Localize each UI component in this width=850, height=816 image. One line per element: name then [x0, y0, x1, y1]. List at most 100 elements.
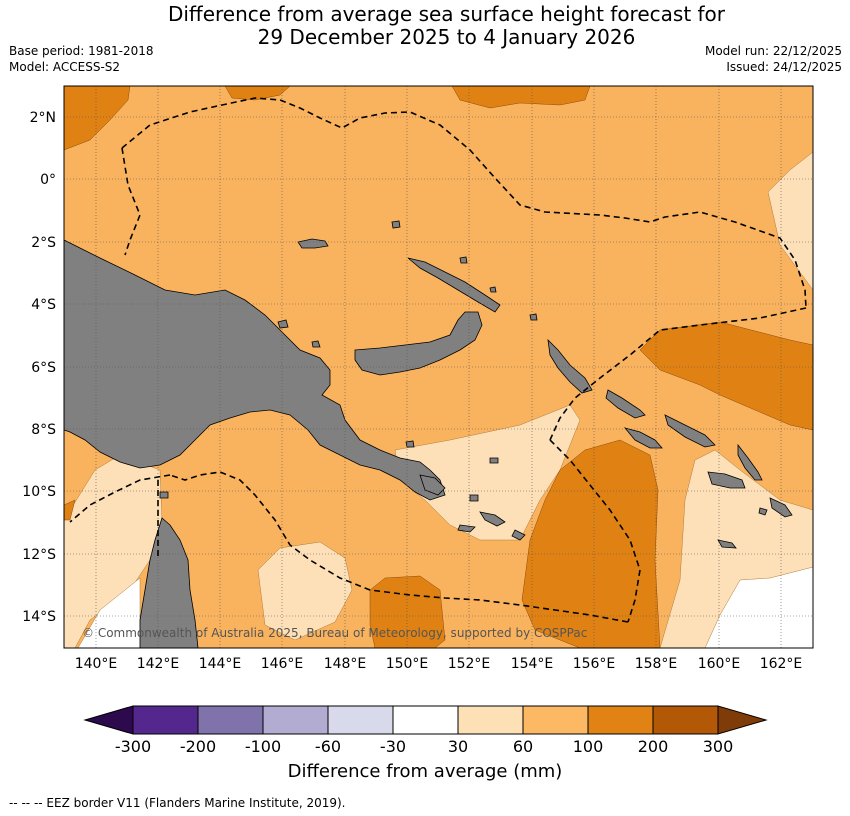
band-100-200-west-strip — [64, 499, 76, 521]
lat-label-2n: 2°N — [30, 110, 56, 126]
lat-label-6s: 6°S — [31, 360, 56, 376]
islet-lihir — [459, 256, 468, 264]
cb-tick-neg300: -300 — [115, 737, 151, 756]
islet-ontong-java — [758, 507, 768, 516]
lat-label-14s: 14°S — [22, 609, 56, 625]
lat-label-2s: 2°S — [31, 235, 56, 251]
band-100-200-north-central — [451, 86, 591, 109]
islet-woodlark — [489, 457, 499, 464]
colorbar-arrow-low — [83, 705, 134, 735]
lon-label-160e: 160°E — [698, 656, 741, 672]
eez-png-solomon — [549, 439, 641, 623]
colorbar-segment-neg60-neg30 — [327, 705, 394, 735]
cb-tick-300: 300 — [703, 737, 734, 756]
model-name: Model: ACCESS-S2 — [9, 60, 121, 74]
new-ireland-island — [407, 257, 501, 313]
colorbar-segment-100-200 — [587, 705, 654, 735]
band-neutral-sw — [77, 577, 141, 648]
base-period: Base period: 1981-2018 — [9, 44, 154, 58]
d-entrecasteaux-islands — [419, 474, 446, 496]
lon-label-162e: 162°E — [760, 656, 803, 672]
lat-label-4s: 4°S — [31, 297, 56, 313]
colorbar-segment-30-60 — [457, 705, 524, 735]
islet-karkar — [277, 319, 289, 329]
lon-label-152e: 152°E — [448, 656, 491, 672]
colorbar-arrow-high — [717, 705, 768, 735]
malaita-island — [737, 443, 763, 481]
eez-png-west — [121, 147, 141, 256]
band-100-200-nw — [64, 86, 131, 151]
lon-axis-labels: 140°E 142°E 144°E 146°E 148°E 150°E 152°… — [75, 656, 803, 672]
colorbar-title: Difference from average (mm) — [287, 761, 563, 782]
eez-footnote: -- -- -- EEZ border V11 (Flanders Marine… — [9, 796, 346, 810]
cb-tick-neg30: -30 — [380, 737, 406, 756]
lon-label-144e: 144°E — [199, 656, 242, 672]
islet-goodenough — [469, 494, 479, 502]
eez-solomon-north — [549, 307, 807, 441]
cb-tick-neg60: -60 — [315, 737, 341, 756]
lon-label-148e: 148°E — [324, 656, 367, 672]
lon-label-156e: 156°E — [573, 656, 616, 672]
cape-york-peninsula — [139, 517, 199, 648]
cb-tick-30: 30 — [448, 737, 468, 756]
title-line-2: 29 December 2025 to 4 January 2026 — [257, 25, 636, 49]
lat-label-12s: 12°S — [22, 547, 56, 563]
cb-tick-neg200: -200 — [180, 737, 216, 756]
band-30-60-coral-sea — [257, 541, 353, 641]
makira-island — [769, 497, 793, 518]
new-georgia-island — [623, 427, 663, 449]
band-neutral-se — [704, 566, 813, 648]
colorbar-segment-neg30-30 — [392, 705, 459, 735]
meta-left: Base period: 1981-2018 Model: ACCESS-S2 — [9, 43, 154, 75]
choiseul-island — [605, 389, 646, 419]
map-frame — [63, 85, 814, 649]
colorbar-segment-60-100 — [522, 705, 589, 735]
santa-isabel-island — [664, 414, 716, 448]
islet-nissan — [529, 313, 538, 321]
colorbar: -300 -200 -100 -60 -30 30 60 100 200 300 — [83, 705, 768, 756]
model-run: Model run: 22/12/2025 — [704, 44, 842, 58]
eez-png-north — [121, 97, 807, 309]
islet-torres — [159, 491, 169, 499]
issued-date: Issued: 24/12/2025 — [726, 60, 842, 74]
band-30-60-northeast — [767, 151, 813, 291]
eez-torres — [69, 474, 171, 523]
islet-long — [311, 340, 321, 348]
new-britain-island — [354, 311, 483, 376]
map-area: © Commonwealth of Australia 2025, Bureau… — [64, 86, 813, 648]
bougainville-island — [547, 338, 593, 394]
colorbar-segment-neg200-neg100 — [197, 705, 264, 735]
band-30-60-png-east — [394, 404, 581, 541]
lon-label-150e: 150°E — [386, 656, 429, 672]
cb-tick-60: 60 — [513, 737, 533, 756]
lon-label-158e: 158°E — [635, 656, 678, 672]
tagula-island — [457, 524, 476, 533]
cb-tick-neg100: -100 — [245, 737, 281, 756]
chart-title: Difference from average sea surface heig… — [0, 3, 850, 49]
band-100-200-solomon — [639, 321, 813, 431]
colorbar-segment-200-300 — [652, 705, 719, 735]
guadalcanal-island — [707, 471, 746, 489]
eez-south — [169, 471, 629, 623]
colorbar-segment-neg100-neg60 — [262, 705, 329, 735]
cb-tick-200: 200 — [638, 737, 669, 756]
islet-trobriand — [405, 440, 415, 448]
colorbar-segment-neg300-neg200 — [132, 705, 199, 735]
rossel-island — [511, 529, 526, 541]
band-100-200-south — [369, 575, 446, 648]
band-100-200-north — [224, 86, 291, 101]
manus-island — [297, 238, 329, 249]
new-guinea-island — [64, 239, 446, 501]
lon-label-140e: 140°E — [75, 656, 118, 672]
lon-label-142e: 142°E — [137, 656, 180, 672]
copyright-notice: © Commonwealth of Australia 2025, Bureau… — [82, 626, 587, 640]
cb-tick-100: 100 — [573, 737, 604, 756]
colorbar-tick-labels: -300 -200 -100 -60 -30 30 60 100 200 300 — [115, 737, 733, 756]
islet-mussau — [391, 220, 401, 229]
lon-label-146e: 146°E — [261, 656, 304, 672]
lat-axis-labels: 2°N 0° 2°S 4°S 6°S 8°S 10°S 12°S 14°S — [22, 110, 56, 625]
islet-rennell — [717, 539, 737, 549]
lat-label-0: 0° — [40, 172, 56, 188]
lon-label-154e: 154°E — [511, 656, 554, 672]
